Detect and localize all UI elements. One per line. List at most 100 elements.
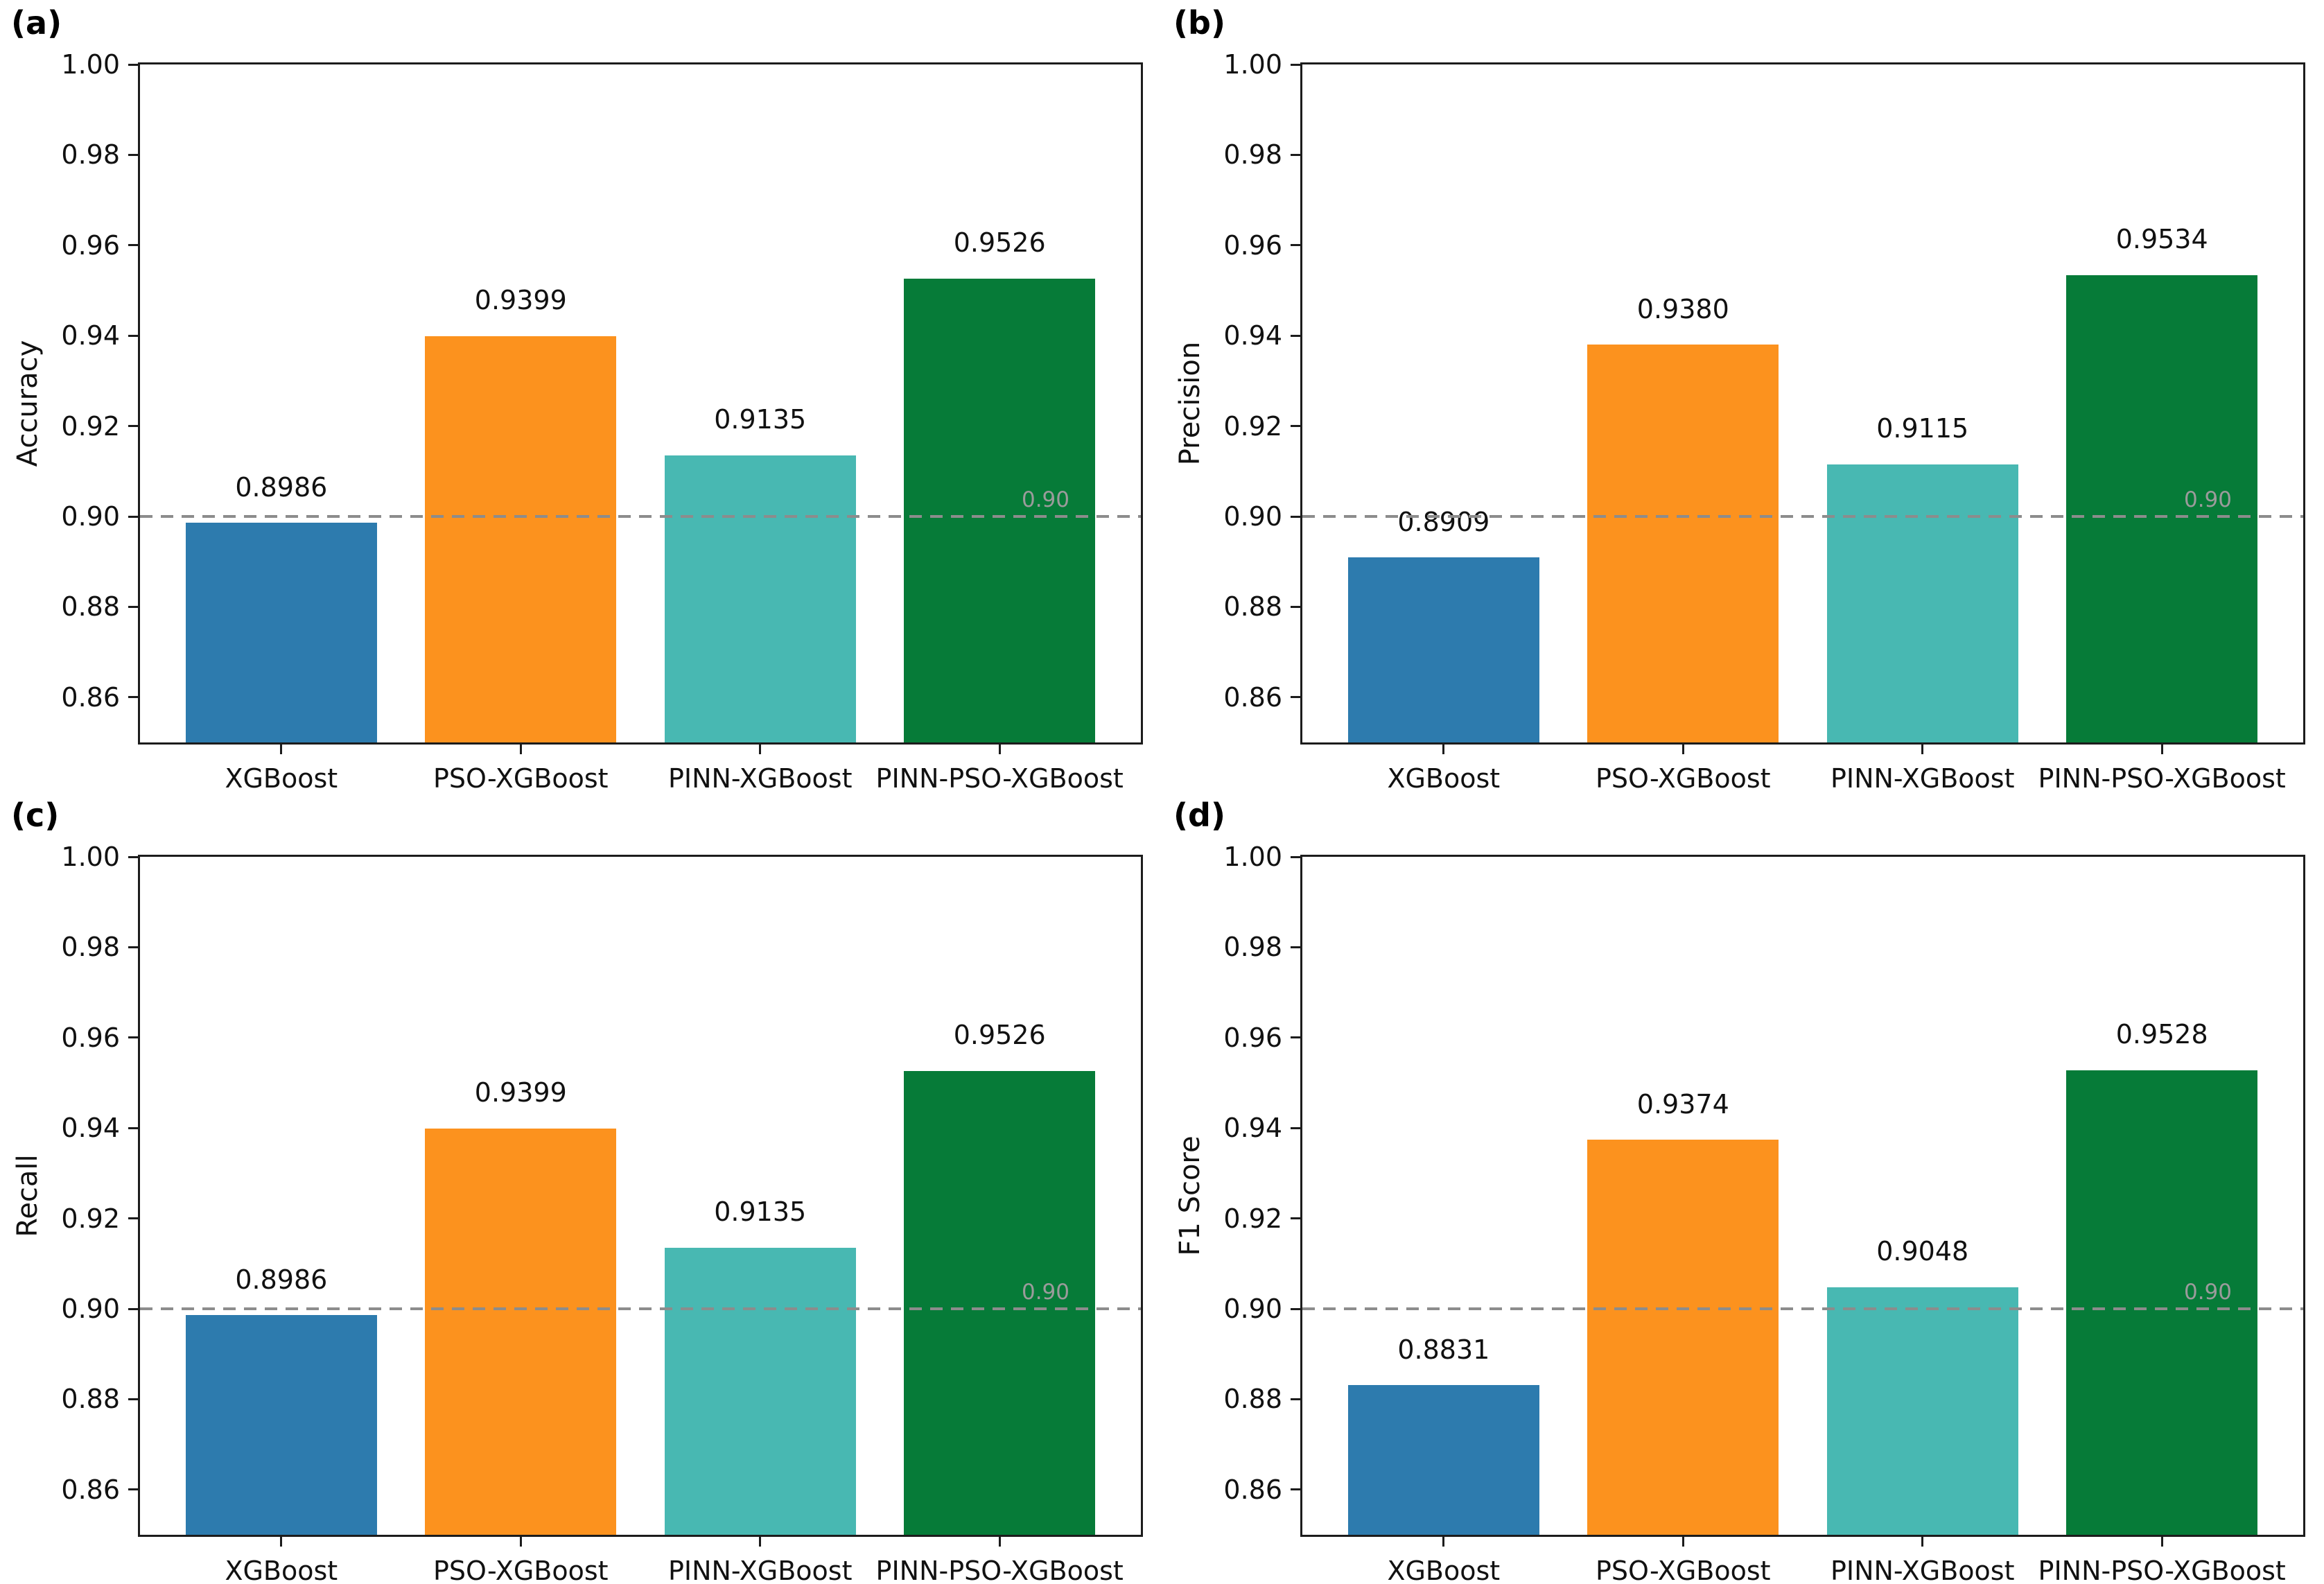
y-tick-mark <box>1291 515 1300 518</box>
y-tick-label: 0.98 <box>61 139 120 171</box>
threshold-line <box>1302 1307 2303 1310</box>
x-tick-mark <box>1681 745 1684 754</box>
bar-value-label: 0.8909 <box>1397 506 1490 537</box>
y-tick-label: 0.96 <box>1223 229 1282 261</box>
bar-value-label: 0.9048 <box>1876 1236 1969 1267</box>
y-tick-label: 0.86 <box>61 681 120 713</box>
y-tick-mark <box>1291 1488 1300 1491</box>
y-axis-label: Precision <box>1174 341 1206 466</box>
y-tick-label: 0.94 <box>61 320 120 351</box>
x-tick-mark <box>2160 1537 2163 1547</box>
y-tick-label: 1.00 <box>61 842 120 872</box>
y-tick-label: 0.92 <box>1223 410 1282 442</box>
threshold-line <box>140 1307 1141 1310</box>
y-tick-label: 0.96 <box>1223 1022 1282 1053</box>
y-axis-label: Accuracy <box>12 340 44 467</box>
y-tick-mark <box>1291 63 1300 66</box>
y-tick-label: 0.92 <box>1223 1203 1282 1234</box>
y-tick-label: 0.98 <box>1223 139 1282 171</box>
threshold-label: 0.90 <box>2183 487 2232 512</box>
bar-xgboost <box>1347 1385 1539 1535</box>
bar-value-label: 0.8986 <box>235 471 328 503</box>
y-tick-mark <box>128 1398 138 1400</box>
bar-pso-xgboost <box>1587 345 1779 742</box>
y-tick-mark <box>1291 855 1300 858</box>
bar-pso-xgboost <box>425 336 617 742</box>
panel-label: (a) <box>11 4 62 42</box>
panel-label: (c) <box>11 797 60 834</box>
threshold-line <box>140 515 1141 518</box>
threshold-label: 0.90 <box>1021 1280 1069 1305</box>
bar-pinn-pso-xgboost <box>2066 275 2258 742</box>
x-tick-label: PINN-XGBoost <box>667 763 853 794</box>
x-tick-mark <box>1681 1537 1684 1547</box>
bar-pso-xgboost <box>425 1128 617 1535</box>
y-tick-mark <box>128 515 138 518</box>
y-tick-label: 0.92 <box>61 410 120 442</box>
y-tick-label: 0.96 <box>61 1022 120 1053</box>
x-tick-label: XGBoost <box>1387 1556 1501 1584</box>
x-tick-mark <box>519 745 522 754</box>
x-tick-label: PSO-XGBoost <box>433 763 609 794</box>
bar-value-label: 0.9399 <box>474 1077 567 1108</box>
y-tick-label: 0.90 <box>1223 1294 1282 1324</box>
bar-value-label: 0.9374 <box>1636 1088 1729 1120</box>
bar-xgboost <box>1347 557 1539 742</box>
x-tick-label: XGBoost <box>225 1556 338 1584</box>
y-tick-mark <box>128 244 138 247</box>
y-tick-label: 0.86 <box>61 1474 120 1505</box>
y-tick-mark <box>1291 1307 1300 1310</box>
x-tick-label: PINN-PSO-XGBoost <box>2038 1556 2286 1584</box>
y-tick-label: 0.90 <box>1223 501 1282 532</box>
y-tick-label: 0.86 <box>1223 681 1282 713</box>
y-tick-mark <box>128 696 138 699</box>
y-tick-mark <box>1291 1126 1300 1129</box>
bar-value-label: 0.9135 <box>714 1196 807 1228</box>
y-tick-label: 0.94 <box>1223 320 1282 351</box>
bar-pinn-xgboost <box>1826 1287 2018 1535</box>
y-tick-label: 0.88 <box>1223 591 1282 623</box>
x-tick-mark <box>280 1537 283 1547</box>
y-tick-mark <box>128 63 138 66</box>
y-tick-label: 0.96 <box>61 229 120 261</box>
y-tick-mark <box>128 1217 138 1220</box>
bar-xgboost <box>185 1315 377 1535</box>
y-tick-label: 0.94 <box>1223 1113 1282 1144</box>
bar-pinn-xgboost <box>1826 464 2018 742</box>
y-tick-label: 0.88 <box>1223 1384 1282 1415</box>
x-tick-label: PINN-PSO-XGBoost <box>2038 763 2286 794</box>
y-tick-label: 0.92 <box>61 1203 120 1234</box>
y-tick-mark <box>1291 946 1300 948</box>
x-tick-label: XGBoost <box>225 763 338 794</box>
bar-value-label: 0.8986 <box>235 1264 328 1295</box>
x-tick-label: PINN-PSO-XGBoost <box>875 1556 1124 1584</box>
x-tick-mark <box>1921 745 1924 754</box>
x-tick-label: PINN-PSO-XGBoost <box>875 763 1124 794</box>
x-tick-label: PINN-XGBoost <box>1830 763 2015 794</box>
y-tick-mark <box>128 946 138 948</box>
y-tick-mark <box>128 1036 138 1039</box>
x-tick-mark <box>2160 745 2163 754</box>
bar-value-label: 0.9115 <box>1876 413 1969 444</box>
panel-accuracy: (a) Accuracy 0.86 0.88 0.90 0.92 0.94 0.96 0.98 1… <box>0 0 1162 794</box>
threshold-label: 0.90 <box>2183 1280 2232 1305</box>
y-tick-label: 0.86 <box>1223 1474 1282 1505</box>
bar-value-label: 0.9528 <box>2115 1019 2208 1050</box>
bar-pso-xgboost <box>1587 1140 1779 1535</box>
x-tick-mark <box>519 1537 522 1547</box>
y-tick-mark <box>1291 1217 1300 1220</box>
bar-value-label: 0.8831 <box>1397 1334 1490 1365</box>
x-tick-mark <box>998 745 1001 754</box>
y-tick-label: 0.98 <box>61 932 120 963</box>
y-tick-label: 0.98 <box>1223 932 1282 963</box>
bar-value-label: 0.9380 <box>1636 293 1729 324</box>
bar-xgboost <box>185 523 377 742</box>
y-tick-mark <box>1291 244 1300 247</box>
x-tick-label: PINN-XGBoost <box>1830 1556 2015 1584</box>
x-tick-mark <box>1442 1537 1445 1547</box>
x-tick-label: PSO-XGBoost <box>433 1556 609 1584</box>
bar-pinn-xgboost <box>664 455 856 742</box>
y-tick-label: 1.00 <box>1223 842 1282 872</box>
y-tick-mark <box>128 153 138 156</box>
